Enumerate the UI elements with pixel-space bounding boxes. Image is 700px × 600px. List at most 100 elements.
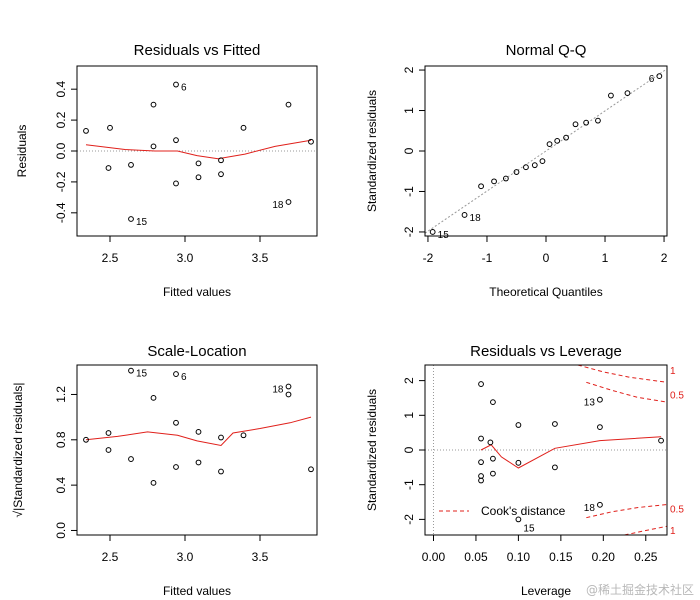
data-point [572,121,579,128]
point-annotation: 18 [470,213,482,224]
data-point [583,119,590,126]
data-point [490,455,496,462]
data-point [546,141,553,148]
data-point [491,178,497,185]
panel-3: Scale-Location Fitted values √|Standardize… [11,343,318,598]
data-point [478,381,484,387]
data-point [128,456,134,462]
data-point [173,371,179,377]
data-point [218,434,224,441]
x-tick-label: 0.05 [464,550,488,564]
x-tick-label: 2.5 [102,251,119,265]
data-point [285,101,292,108]
x-tick-label: 1 [602,251,609,265]
data-point [218,157,224,164]
data-point [308,466,314,473]
panel-4: Residuals vs Leverage Leverage Standardize… [365,343,684,598]
data-point [502,175,509,182]
panel-title: Scale-Location [147,343,246,360]
smooth-line [85,139,312,160]
data-point [539,158,546,165]
cooks-contour [577,365,667,383]
data-point [195,160,202,167]
point-annotation: 18 [272,200,284,211]
data-point [478,477,484,484]
cooks-contour-label: 0.5 [670,504,684,515]
data-point [608,92,614,99]
point-annotation: 15 [438,230,450,241]
x-tick-label: 2.5 [102,550,119,564]
point-annotation: 13 [584,398,596,409]
data-point [285,383,292,390]
y-axis-label: Residuals [15,125,29,178]
data-point [478,435,484,442]
data-point [150,394,157,401]
point-annotation: 6 [181,372,187,383]
x-tick-label: 3.0 [177,251,194,265]
smooth-line [480,436,662,469]
y-tick-label: 0.4 [54,81,68,98]
cooks-contour [624,525,667,535]
data-point [531,162,538,169]
data-point [624,90,631,97]
data-point [595,117,601,124]
smooth-line [85,416,312,447]
y-tick-label: 0.0 [54,142,68,159]
y-tick-label: -0.4 [54,202,68,223]
x-axis-label: Theoretical Quantiles [489,285,602,299]
data-point [597,396,603,403]
data-point [490,399,496,406]
data-point [478,459,484,466]
x-tick-label: -1 [482,251,493,265]
cooks-contour-label: 1 [670,526,676,537]
data-point [195,174,202,181]
data-point [490,470,496,477]
x-tick-label: 3.5 [252,550,269,564]
qq-reference-line [425,68,667,234]
data-point [218,468,224,475]
data-point [240,432,247,439]
data-point [552,421,558,427]
x-axis-label: Fitted values [163,584,231,598]
data-point [552,464,558,471]
data-point [83,436,89,443]
x-tick-label: -2 [423,251,434,265]
x-tick-label: 0 [543,251,550,265]
y-tick-label: 1 [402,412,416,419]
data-point [195,428,202,435]
y-tick-label: 2 [402,377,416,384]
x-tick-label: 0.15 [549,550,573,564]
panel-title: Normal Q-Q [506,42,587,59]
x-tick-label: 0.25 [634,550,658,564]
x-tick-label: 0.20 [592,550,616,564]
y-tick-label: 2 [402,66,416,73]
y-tick-label: -2 [402,514,416,525]
x-axis-label: Fitted values [163,285,231,299]
y-tick-label: 0 [402,147,416,154]
watermark: @稀土掘金技术社区 [585,583,694,597]
y-tick-label: 0.8 [54,431,68,448]
data-point [285,391,292,398]
point-annotation: 15 [523,523,535,534]
point-annotation: 15 [136,217,148,228]
data-point [285,199,292,205]
data-point [173,464,179,470]
data-point [173,81,179,88]
y-tick-label: -2 [402,226,416,237]
data-point [597,501,603,508]
data-point [656,73,663,80]
data-point [515,459,522,466]
y-tick-label: 0.4 [54,476,68,493]
legend-label: Cook's distance [481,504,566,518]
x-tick-label: 3.0 [177,550,194,564]
data-point [429,229,436,235]
data-point [240,124,247,131]
data-point [150,101,157,108]
data-point [173,419,179,426]
point-annotation: 6 [649,74,655,85]
y-tick-label: -0.2 [54,171,68,192]
x-axis-label: Leverage [521,584,571,598]
y-tick-label: -1 [402,186,416,197]
data-point [597,424,603,431]
panel-2: Normal Q-Q Theoretical Quantiles Standardi… [365,42,668,299]
